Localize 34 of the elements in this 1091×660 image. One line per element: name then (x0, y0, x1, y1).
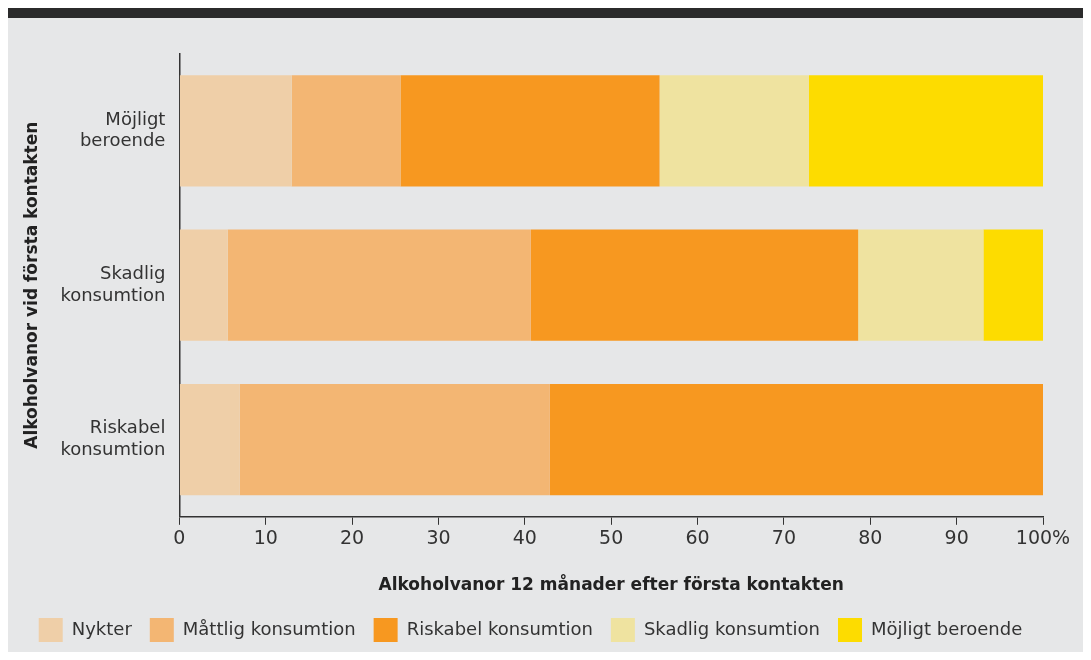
bar (400, 75, 660, 187)
x-tick-label: 90 (944, 526, 969, 549)
x-tick-label: 60 (685, 526, 710, 549)
x-tick-label: 40 (512, 526, 537, 549)
y-axis-title: Alkoholvanor vid första kontakten (20, 121, 41, 449)
legend-label: Möjligt beroende (871, 617, 1023, 639)
legend-label: Riskabel konsumtion (406, 617, 593, 639)
bar (227, 229, 531, 341)
y-tick-label: Riskabel konsumtion (60, 416, 166, 460)
x-tick-label: 70 (771, 526, 797, 549)
bar (983, 229, 1043, 341)
bar (659, 75, 809, 187)
y-tick-label: Möjligt beroende (79, 107, 166, 151)
legend-label: Måttlig konsumtion (182, 617, 356, 639)
bar (858, 229, 984, 341)
x-tick-label: 80 (858, 526, 883, 549)
x-tick-label: 0 (173, 526, 186, 549)
bar (530, 229, 859, 341)
bar (239, 384, 550, 496)
bar (179, 75, 292, 187)
y-tick-label: Skadlig konsumtion (60, 262, 166, 305)
legend-label: Nykter (71, 617, 133, 639)
bar (808, 75, 1043, 187)
x-tick-label: 20 (340, 526, 365, 549)
legend-label: Skadlig konsumtion (643, 617, 821, 639)
bar (179, 384, 240, 496)
bar (291, 75, 401, 187)
bar (179, 229, 228, 341)
x-tick-label: 50 (599, 526, 624, 549)
x-tick-label: 100% (1015, 526, 1071, 549)
x-tick-label: 10 (253, 526, 278, 549)
x-axis-title: Alkoholvanor 12 månader efter första kontakten (378, 573, 844, 595)
x-tick-label: 30 (426, 526, 451, 549)
bar (549, 384, 1043, 496)
